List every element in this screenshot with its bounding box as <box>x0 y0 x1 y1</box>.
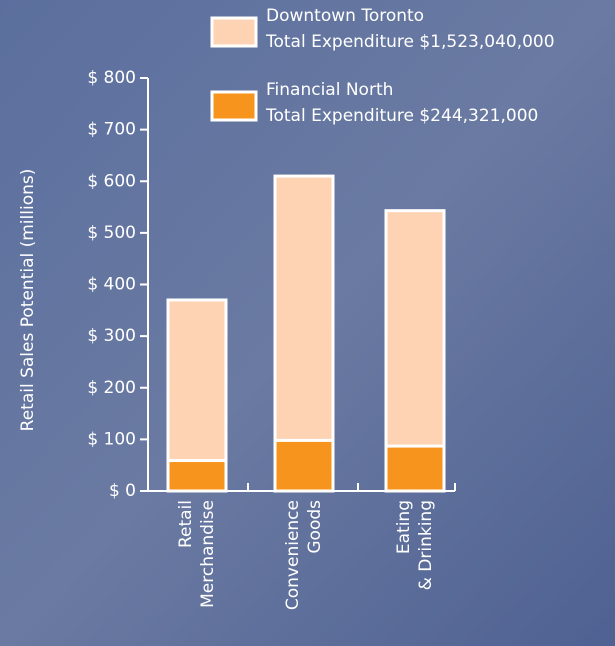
bar <box>168 461 226 491</box>
y-tick-label: $ 300 <box>87 326 136 346</box>
legend-note: Total Expenditure $244,321,000 <box>265 106 538 126</box>
legend-label: Financial North <box>266 80 393 100</box>
chart: Retail Sales Potential (millions) $ 0 $ 1… <box>0 0 615 646</box>
bar <box>386 446 444 491</box>
x-tick-label-line: Retail <box>176 500 196 548</box>
x-tick-label-line: Merchandise <box>198 500 218 608</box>
y-tick-label: $ 100 <box>87 429 136 449</box>
y-tick-label: $ 0 <box>109 481 136 501</box>
y-tick-label: $ 400 <box>87 275 136 295</box>
x-tick-label-line: Goods <box>305 500 325 554</box>
bar <box>275 440 333 491</box>
y-axis-label: Retail Sales Potential (millions) <box>18 169 38 432</box>
legend-label: Downtown Toronto <box>266 6 424 26</box>
y-tick-label: $ 700 <box>87 120 136 140</box>
y-tick-label: $ 200 <box>87 378 136 398</box>
y-tick-label: $ 800 <box>87 68 136 88</box>
y-tick-label: $ 500 <box>87 223 136 243</box>
legend-swatch <box>212 92 256 120</box>
x-tick-label-line: & Drinking <box>416 500 436 590</box>
legend-note: Total Expenditure $1,523,040,000 <box>265 32 555 52</box>
legend-swatch <box>212 18 256 46</box>
page: Retail Sales Potential (millions) $ 0 $ 1… <box>0 0 615 646</box>
x-tick-label-line: Eating <box>394 500 414 554</box>
y-tick-label: $ 600 <box>87 171 136 191</box>
x-tick-label-line: Convenience <box>283 500 303 610</box>
